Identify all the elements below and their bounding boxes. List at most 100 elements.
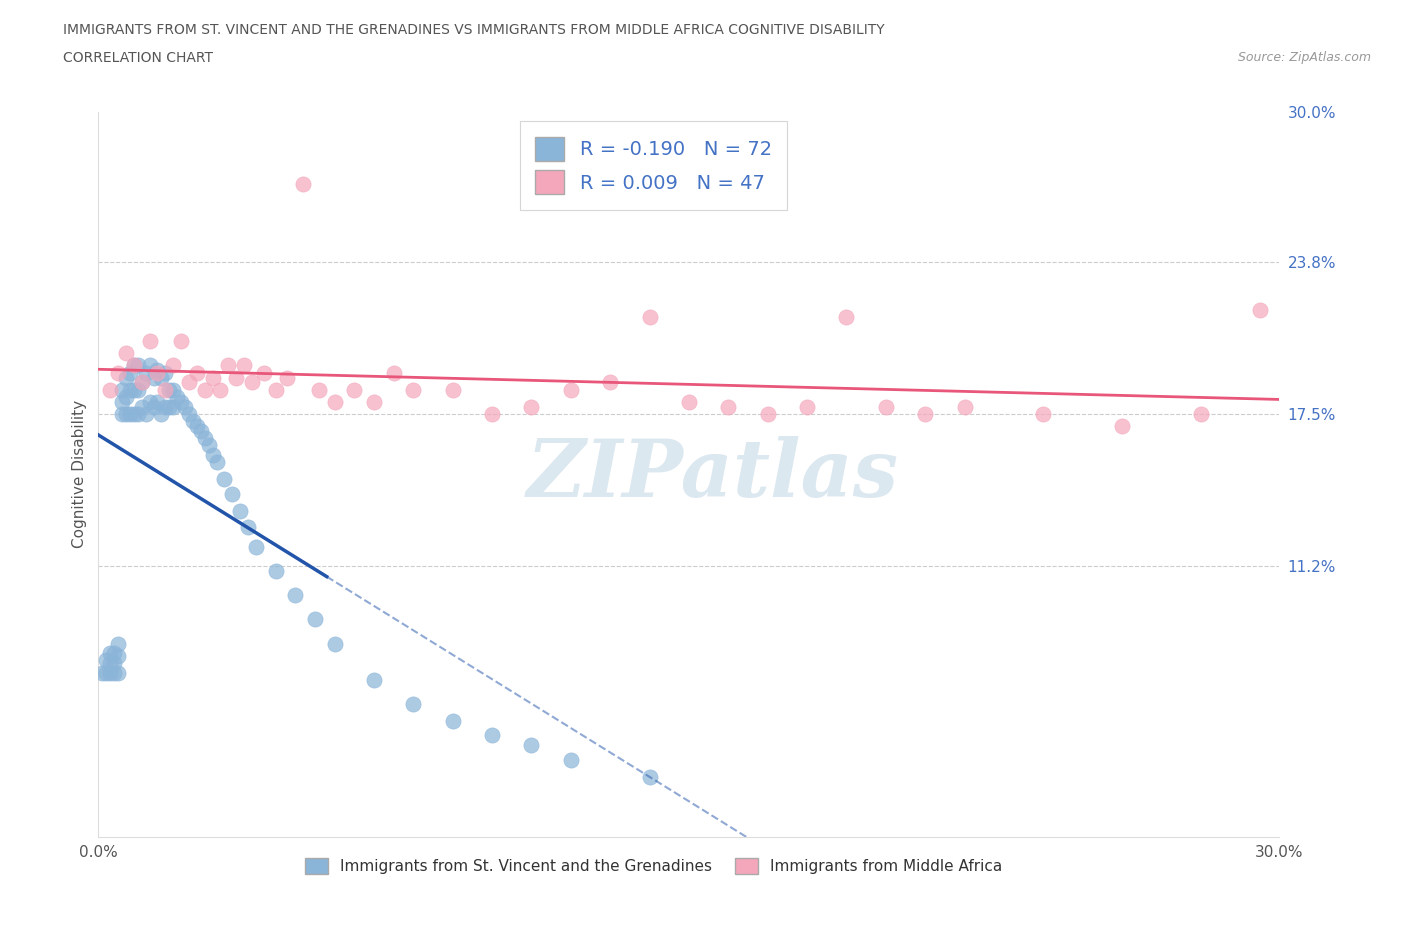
Point [1032,406,1054,421]
Point [276,370,298,385]
Point [155,382,177,397]
Point [115,406,138,421]
Point [157,399,180,414]
Point [382,365,405,380]
Point [190,423,212,438]
Point [162,382,184,397]
Point [174,399,197,414]
Point [1111,418,1133,433]
Point [127,406,149,421]
Point [284,588,307,603]
Point [343,382,366,397]
Point [155,399,177,414]
Point [155,365,177,380]
Point [111,382,134,397]
Point [157,382,180,397]
Point [236,520,259,535]
Point [118,406,141,421]
Point [98,656,121,671]
Point [520,737,543,752]
Point [98,665,121,680]
Text: ZIPatlas: ZIPatlas [526,435,898,513]
Text: CORRELATION CHART: CORRELATION CHART [63,51,214,65]
Point [194,431,217,445]
Point [162,358,184,373]
Point [177,375,200,390]
Point [323,394,346,409]
Point [166,390,188,405]
Point [142,399,165,414]
Point [131,399,153,414]
Point [103,645,125,660]
Point [678,394,700,409]
Point [953,399,976,414]
Point [638,310,661,325]
Point [111,394,134,409]
Point [107,648,129,663]
Point [170,394,193,409]
Point [127,358,149,373]
Point [214,472,236,486]
Point [127,382,149,397]
Point [138,334,160,349]
Point [201,370,224,385]
Point [217,358,239,373]
Point [197,438,219,453]
Point [115,346,138,361]
Y-axis label: Cognitive Disability: Cognitive Disability [72,400,87,549]
Point [240,375,263,390]
Point [111,406,134,421]
Point [170,334,193,349]
Point [107,365,129,380]
Point [146,365,169,380]
Point [96,665,118,680]
Point [186,365,208,380]
Point [209,382,232,397]
Point [98,645,121,660]
Point [131,375,153,390]
Point [181,414,204,429]
Point [1249,302,1271,317]
Text: Source: ZipAtlas.com: Source: ZipAtlas.com [1237,51,1371,64]
Point [146,363,169,378]
Point [131,375,153,390]
Point [135,406,157,421]
Point [441,713,464,728]
Text: IMMIGRANTS FROM ST. VINCENT AND THE GRENADINES VS IMMIGRANTS FROM MIDDLE AFRICA : IMMIGRANTS FROM ST. VINCENT AND THE GREN… [63,23,884,37]
Point [107,636,129,651]
Point [118,382,141,397]
Point [363,394,385,409]
Point [138,358,160,373]
Point [560,752,582,767]
Point [150,370,173,385]
Point [304,612,326,627]
Point [481,728,503,743]
Point [229,503,252,518]
Point [402,697,425,711]
Point [264,382,287,397]
Point [441,382,464,397]
Point [914,406,936,421]
Point [264,564,287,578]
Point [201,447,224,462]
Point [560,382,582,397]
Point [103,656,125,671]
Point [142,370,165,385]
Point [363,672,385,687]
Point [107,665,129,680]
Point [115,390,138,405]
Point [323,636,346,651]
Point [115,370,138,385]
Legend: Immigrants from St. Vincent and the Grenadines, Immigrants from Middle Africa: Immigrants from St. Vincent and the Gren… [298,852,1008,880]
Point [796,399,818,414]
Point [875,399,897,414]
Point [599,375,621,390]
Point [177,406,200,421]
Point [835,310,858,325]
Point [194,382,217,397]
Point [520,399,543,414]
Point [1189,406,1212,421]
Point [150,406,173,421]
Point [221,486,243,501]
Point [162,399,184,414]
